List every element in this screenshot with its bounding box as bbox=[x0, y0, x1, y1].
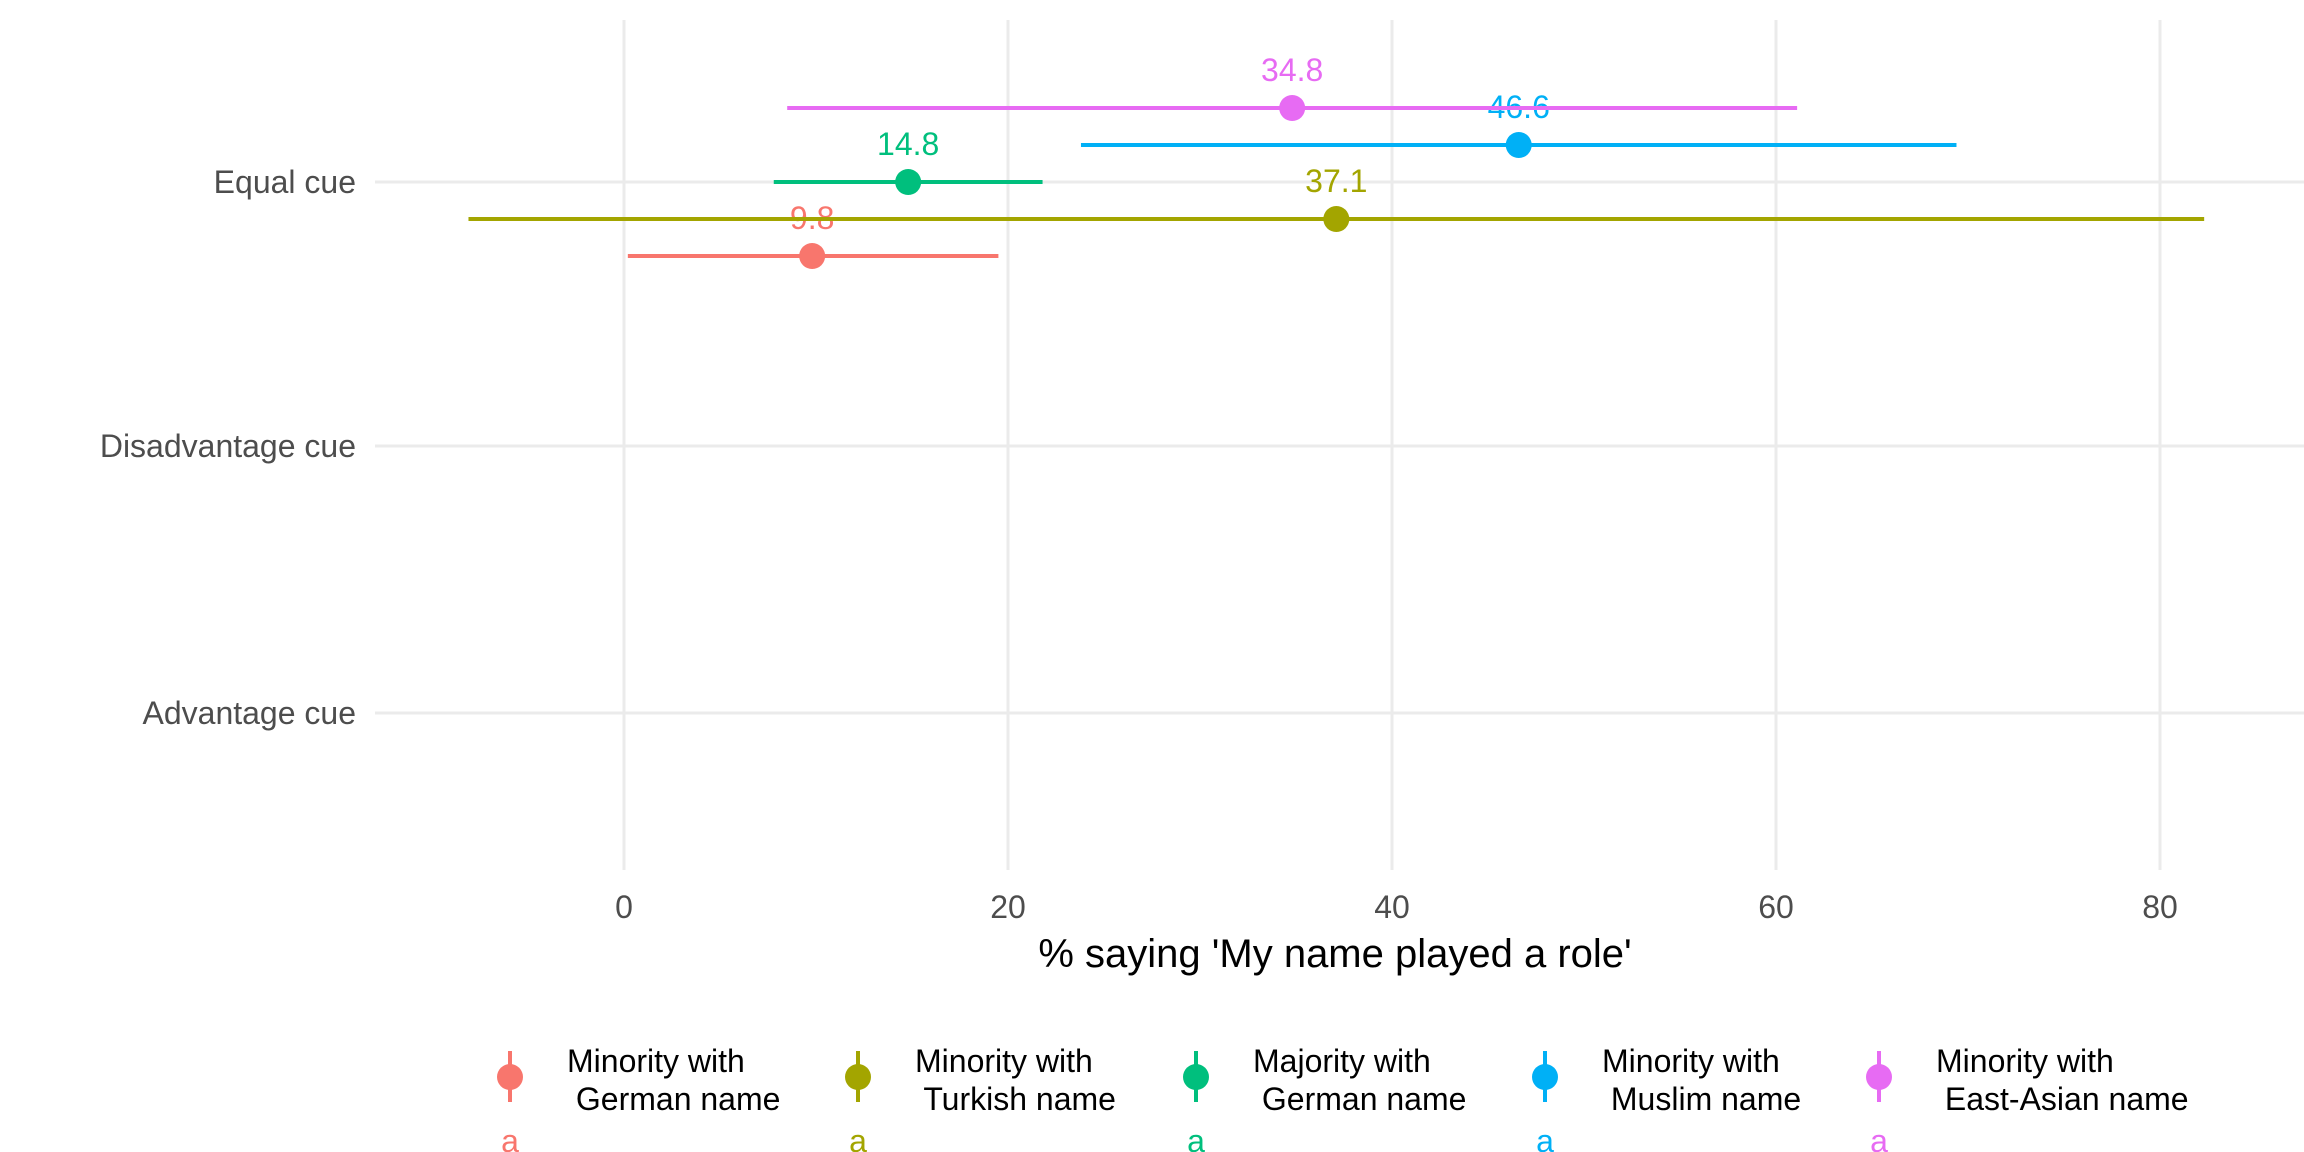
data-point bbox=[799, 243, 826, 269]
legend-label: Minority with bbox=[1936, 1043, 2114, 1079]
x-tick-label: 40 bbox=[1374, 889, 1410, 925]
data-label: 14.8 bbox=[877, 126, 939, 162]
data-point bbox=[1323, 206, 1350, 232]
data-label: 34.8 bbox=[1261, 52, 1323, 88]
legend-glyph: a bbox=[1870, 1123, 1888, 1152]
y-tick-label: Equal cue bbox=[214, 164, 356, 200]
y-tick-label: Disadvantage cue bbox=[100, 428, 356, 464]
x-tick-label: 20 bbox=[990, 889, 1026, 925]
grid bbox=[375, 20, 2304, 870]
legend-glyph: a bbox=[1187, 1123, 1205, 1152]
data-point bbox=[895, 169, 922, 195]
legend-glyph: a bbox=[849, 1123, 867, 1152]
legend-key-point bbox=[1532, 1064, 1558, 1090]
data-point bbox=[1505, 132, 1532, 158]
y-tick-label: Advantage cue bbox=[143, 695, 357, 731]
legend-label: Turkish name bbox=[915, 1081, 1116, 1117]
legend-item: Minority with Turkish name a bbox=[845, 1043, 1116, 1152]
x-axis-tick-labels: 0 20 40 60 80 bbox=[615, 889, 2178, 925]
legend-label: German name bbox=[567, 1081, 780, 1117]
legend-glyph: a bbox=[1536, 1123, 1554, 1152]
legend-item: Minority with East-Asian name a bbox=[1866, 1043, 2189, 1152]
x-tick-label: 80 bbox=[2142, 889, 2178, 925]
x-tick-label: 60 bbox=[1758, 889, 1794, 925]
x-axis-title: % saying 'My name played a role' bbox=[1038, 932, 1631, 976]
legend-key-point bbox=[1183, 1064, 1209, 1090]
data-label: 37.1 bbox=[1305, 163, 1367, 199]
legend-label: East-Asian name bbox=[1936, 1081, 2189, 1117]
legend-item: Minority with German name a bbox=[497, 1043, 780, 1152]
legend-item: Minority with Muslim name a bbox=[1532, 1043, 1801, 1152]
legend-label: Majority with bbox=[1253, 1043, 1431, 1079]
legend-key-point bbox=[1866, 1064, 1892, 1090]
legend-glyph: a bbox=[501, 1123, 519, 1152]
data-marks: 9.837.114.846.634.8 bbox=[468, 52, 2205, 269]
legend-key-point bbox=[497, 1064, 523, 1090]
legend-label: Minority with bbox=[1602, 1043, 1780, 1079]
legend-label: Muslim name bbox=[1602, 1081, 1801, 1117]
legend-label: Minority with bbox=[915, 1043, 1093, 1079]
data-point bbox=[1279, 95, 1306, 121]
legend-item: Majority with German name a bbox=[1183, 1043, 1466, 1152]
legend-label: German name bbox=[1253, 1081, 1466, 1117]
y-axis-tick-labels: Equal cue Disadvantage cue Advantage cue bbox=[100, 164, 356, 731]
legend-label: Minority with bbox=[567, 1043, 745, 1079]
legend-key-point bbox=[845, 1064, 871, 1090]
x-tick-label: 0 bbox=[615, 889, 633, 925]
